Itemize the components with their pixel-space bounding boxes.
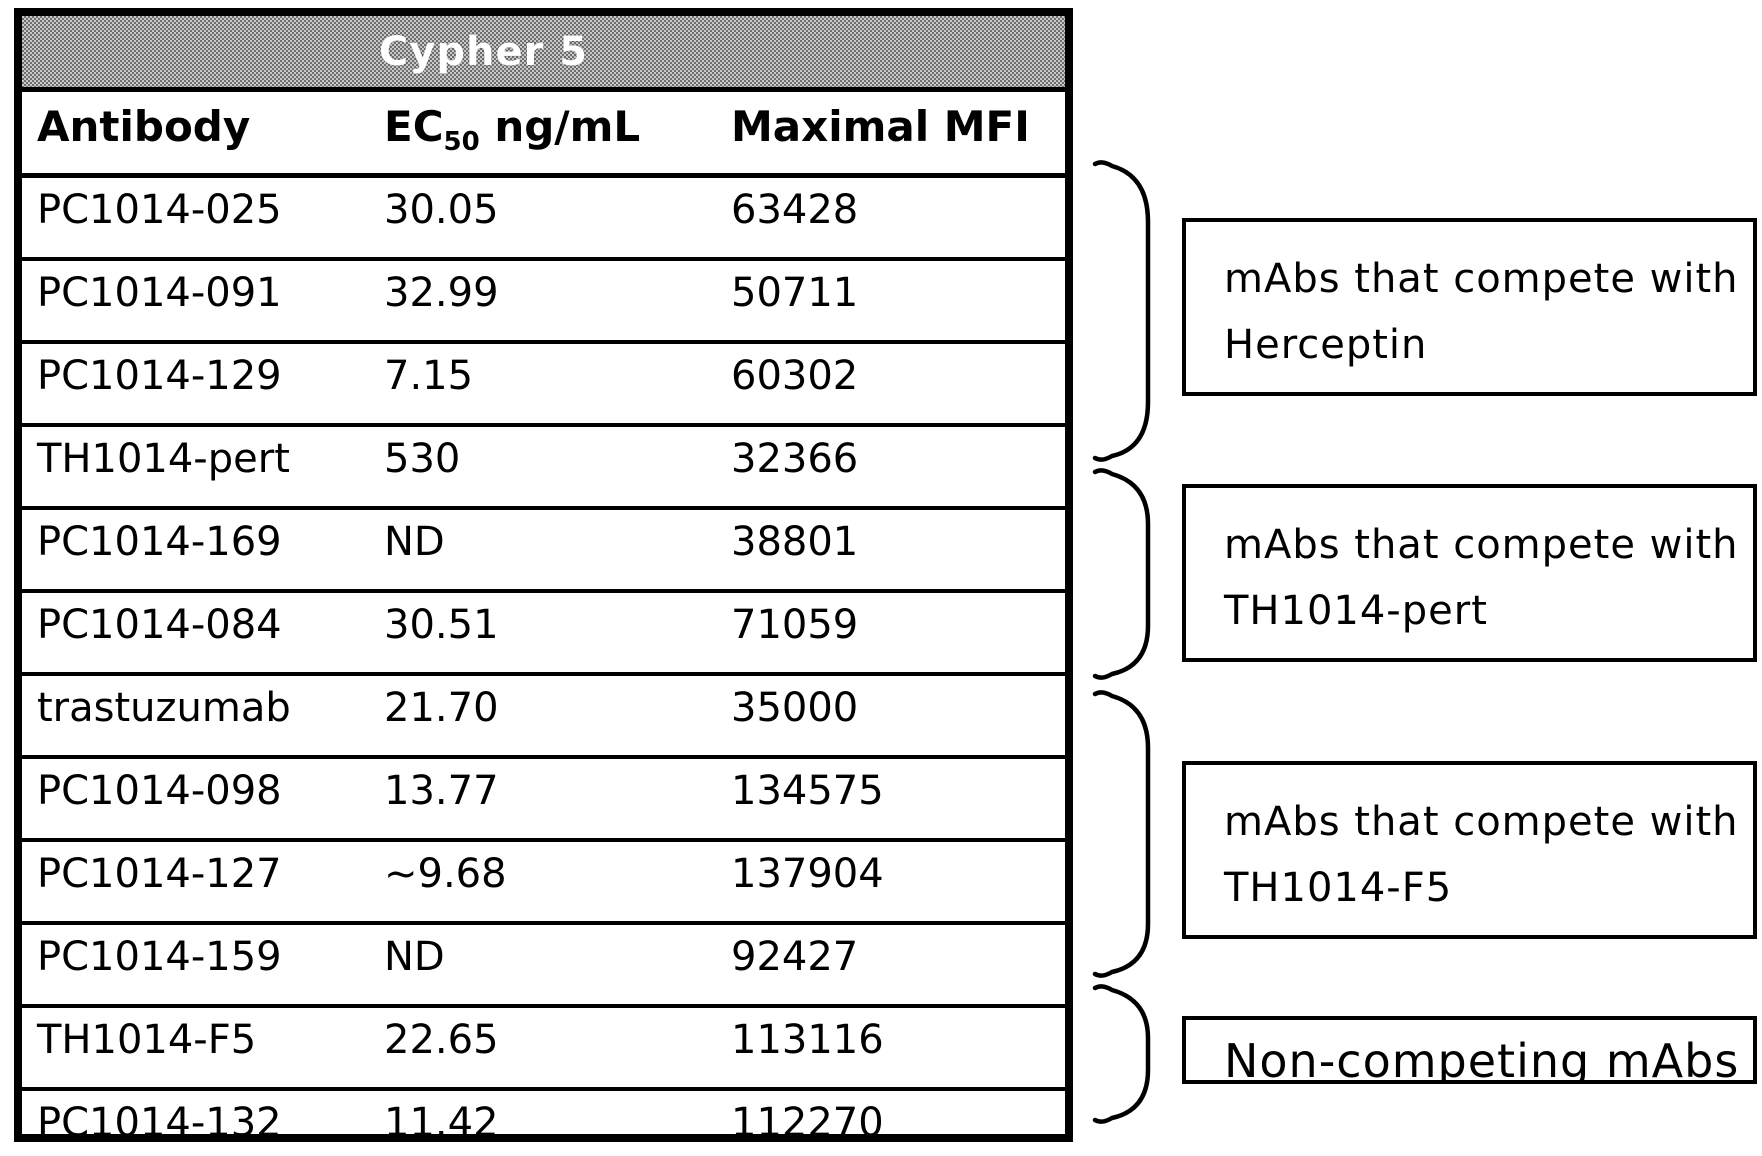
antibody-data-table: Antibody EC50 ng/mL Maximal MFI PC1014-0…: [22, 92, 1065, 1156]
mfi-cell: 71059: [731, 589, 1065, 674]
table-row: TH1014-F5 22.65 113116: [22, 1004, 1065, 1089]
mfi-cell: 92427: [731, 921, 1065, 1006]
ec50-cell: ND: [384, 506, 731, 591]
ec50-cell: 530: [384, 423, 731, 508]
antibody-cell: PC1014-025: [37, 187, 282, 233]
antibody-cell: PC1014-091: [22, 257, 384, 342]
mfi-cell: 134575: [731, 755, 1065, 840]
table-row: trastuzumab 21.70 35000: [22, 672, 1065, 757]
antibody-cell: PC1014-098: [22, 755, 384, 840]
mfi-cell: 63428: [731, 187, 859, 233]
brace-group-th1014-f5: [1092, 690, 1151, 978]
antibody-cell: TH1014-pert: [22, 423, 384, 508]
table-row: TH1014-pert 530 32366: [22, 423, 1065, 508]
header-row: Antibody EC50 ng/mL Maximal MFI: [22, 92, 1065, 178]
ec50-cell: 13.77: [384, 755, 731, 840]
ec50-subscript: 50: [443, 127, 480, 157]
annotation-box-th1014-f5: mAbs that compete with TH1014-F5: [1182, 761, 1757, 939]
annotation-line: TH1014-F5: [1224, 865, 1453, 911]
column-header-maximal-mfi: Maximal MFI: [731, 92, 1065, 178]
ec50-cell: 32.99: [384, 257, 731, 342]
antibody-table: Cypher 5 Antibody EC50 ng/mL Maximal MFI…: [14, 8, 1073, 1156]
ec50-cell: 11.42: [384, 1087, 731, 1156]
table-row: PC1014-132 11.42 112270: [22, 1087, 1065, 1156]
ec50-cell: ND: [384, 921, 731, 1006]
table-row: PC1014-169 ND 38801: [22, 506, 1065, 591]
annotation-box-non-competing: Non-competing mAbs: [1182, 1016, 1757, 1084]
table-row: PC1014-025 30.05 63428: [22, 176, 1065, 260]
table-title: Cypher 5: [378, 28, 589, 75]
mfi-cell: 38801: [731, 506, 1065, 591]
annotation-box-herceptin: mAbs that compete with Herceptin: [1182, 218, 1757, 396]
table-row: PC1014-098 13.77 134575: [22, 755, 1065, 840]
mfi-cell: 112270: [731, 1087, 1065, 1156]
ec50-cell: ~9.68: [384, 838, 731, 923]
mfi-cell: 32366: [731, 423, 1065, 508]
antibody-cell: PC1014-084: [22, 589, 384, 674]
annotation-line: Herceptin: [1224, 322, 1428, 368]
table-row: PC1014-127 ~9.68 137904: [22, 838, 1065, 923]
table-row: PC1014-159 ND 92427: [22, 921, 1065, 1006]
antibody-cell: PC1014-129: [22, 340, 384, 425]
table-title-band: Cypher 5: [22, 16, 1065, 92]
antibody-cell: PC1014-127: [22, 838, 384, 923]
ec50-cell: 30.51: [384, 589, 731, 674]
antibody-cell: TH1014-F5: [22, 1004, 384, 1089]
brace-group-th1014-pert: [1092, 468, 1151, 680]
annotation-line: mAbs that compete with: [1224, 799, 1739, 845]
antibody-cell: trastuzumab: [22, 672, 384, 757]
antibody-cell: PC1014-132: [22, 1087, 384, 1156]
mfi-cell: 35000: [731, 672, 1065, 757]
annotation-box-th1014-pert: mAbs that compete with TH1014-pert: [1182, 484, 1757, 662]
annotation-line: TH1014-pert: [1224, 588, 1488, 634]
ec50-cell: 21.70: [384, 672, 731, 757]
column-header-antibody: Antibody: [22, 92, 384, 178]
column-header-ec50: EC50 ng/mL: [384, 92, 731, 178]
mfi-cell: 50711: [731, 257, 1065, 342]
annotation-line: Non-competing mAbs: [1224, 1034, 1740, 1084]
mfi-cell: 137904: [731, 838, 1065, 923]
table-row: PC1014-084 30.51 71059: [22, 589, 1065, 674]
annotation-line: mAbs that compete with: [1224, 256, 1739, 302]
annotation-line: mAbs that compete with: [1224, 522, 1739, 568]
ec50-cell: 22.65: [384, 1004, 731, 1089]
ec50-prefix: EC: [384, 102, 444, 151]
brace-group-non-competing: [1092, 984, 1151, 1124]
ec50-cell: 30.05: [384, 187, 499, 233]
ec50-cell: 7.15: [384, 340, 731, 425]
table-row: PC1014-091 32.99 50711: [22, 257, 1065, 342]
mfi-cell: 60302: [731, 340, 1065, 425]
antibody-cell: PC1014-169: [22, 506, 384, 591]
table-row: PC1014-129 7.15 60302: [22, 340, 1065, 425]
mfi-cell: 113116: [731, 1004, 1065, 1089]
brace-group-herceptin: [1092, 160, 1151, 462]
antibody-cell: PC1014-159: [22, 921, 384, 1006]
ec50-suffix: ng/mL: [479, 102, 641, 151]
